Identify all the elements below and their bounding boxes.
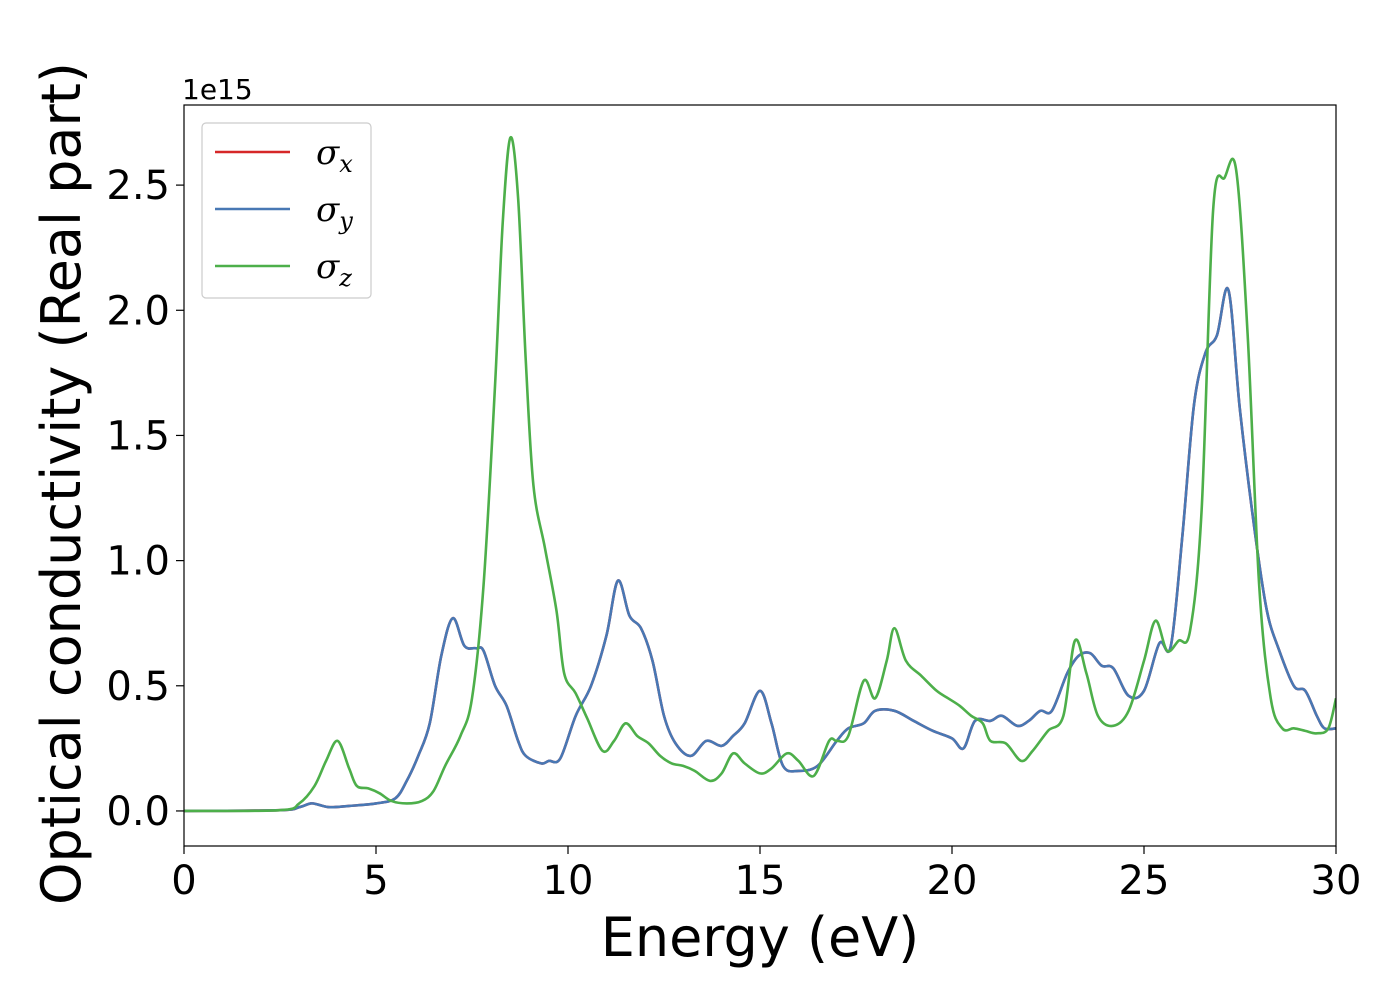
legend-subscript: y <box>338 207 353 235</box>
legend-symbol: σ <box>316 133 340 173</box>
legend-symbol: σ <box>316 247 340 287</box>
series-line-x <box>184 286 1336 813</box>
y-tick-label: 1.0 <box>106 539 170 585</box>
legend-label-z: σz <box>316 247 352 292</box>
x-tick-label: 5 <box>363 858 388 904</box>
x-tick-label: 15 <box>735 858 786 904</box>
x-axis-label: Energy (eV) <box>601 906 920 969</box>
series-layer <box>184 135 1336 813</box>
legend-symbol: σ <box>316 190 340 230</box>
legend-label-x: σx <box>316 133 353 178</box>
x-tick-label: 0 <box>171 858 196 904</box>
legend-label-y: σy <box>316 190 353 235</box>
series-line-z <box>184 135 1336 813</box>
y-tick-label: 2.5 <box>106 163 170 209</box>
x-tick-label: 25 <box>1119 858 1170 904</box>
y-axis-offset-label: 1e15 <box>182 73 253 106</box>
y-axis-label: Optical conductivity (Real part) <box>30 62 93 905</box>
y-tick-label: 2.0 <box>106 288 170 334</box>
y-tick-label: 1.5 <box>106 413 170 459</box>
x-tick-label: 10 <box>543 858 594 904</box>
legend-box <box>201 122 372 299</box>
tick-layer: 0 5 10 15 20 25 30 0.0 0.5 1.0 1.5 2.0 2.5 <box>106 163 1361 904</box>
y-tick-label: 0.5 <box>106 664 170 710</box>
series-line-y <box>184 286 1336 813</box>
y-tick-label: 0.0 <box>106 789 170 835</box>
x-tick-label: 20 <box>927 858 978 904</box>
legend-subscript: z <box>338 264 352 292</box>
legend-subscript: x <box>339 150 353 178</box>
x-tick-label: 30 <box>1311 858 1362 904</box>
